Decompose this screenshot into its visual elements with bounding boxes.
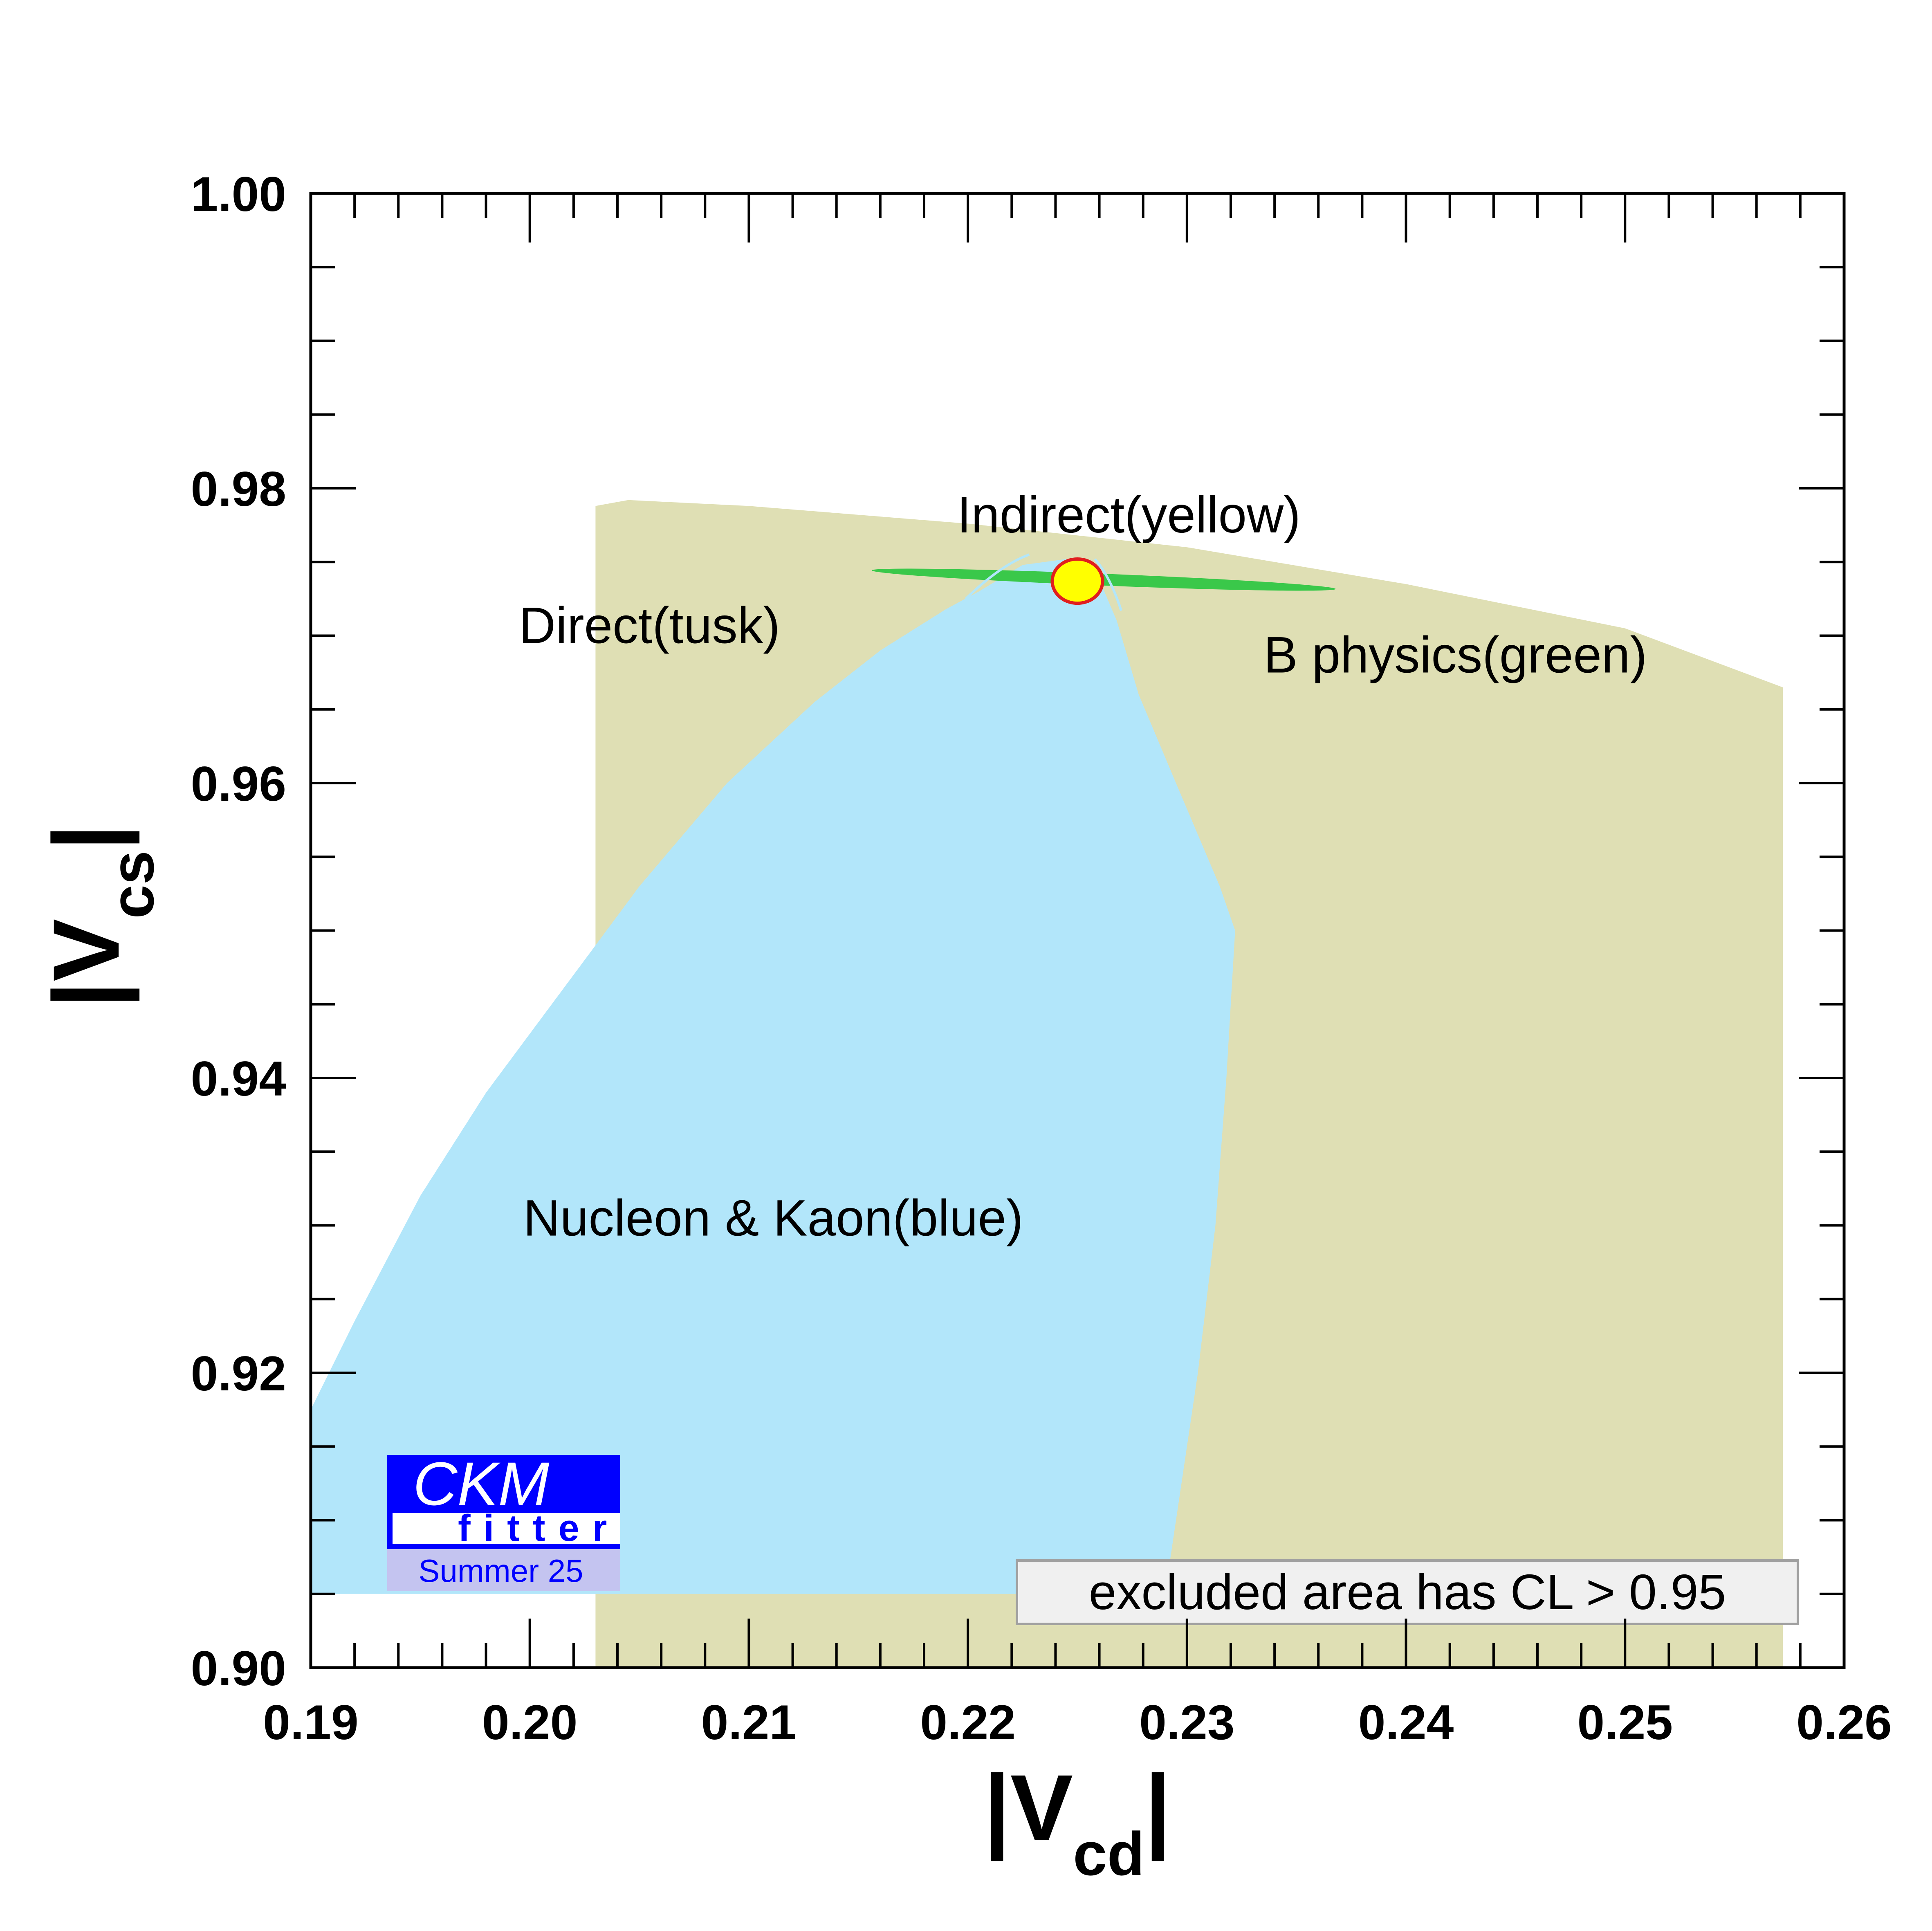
- x-tick-label: 0.21: [701, 1695, 797, 1750]
- x-tick-label: 0.26: [1796, 1695, 1892, 1750]
- nucleon-kaon-contour-crossing: [965, 553, 1122, 611]
- logo-lavender-band: [387, 1549, 620, 1591]
- axis-titles: |Vcd| |Vcs|: [34, 824, 1171, 1888]
- x-tick-label: 0.22: [920, 1695, 1016, 1750]
- x-tick-label: 0.19: [263, 1695, 359, 1750]
- x-tick-label: 0.25: [1577, 1695, 1673, 1750]
- region-annotations: Indirect(yellow) Direct(tusk) B physics(gr…: [519, 487, 1647, 1247]
- annotation-nucleon-kaon-blue: Nucleon & Kaon(blue): [523, 1190, 1023, 1247]
- logo-season-text: Summer 25: [418, 1553, 583, 1589]
- x-tick-label: 0.20: [482, 1695, 578, 1750]
- y-tick-label: 1.00: [191, 167, 286, 222]
- y-tick-label: 0.90: [191, 1641, 286, 1696]
- cl-note-background: [1016, 1559, 1799, 1625]
- logo-ckm-text: CKM: [413, 1449, 549, 1518]
- axis-tick-labels: 0.19 0.20 0.21 0.22 0.23 0.24 0.25 0.26 0.90 0.92…: [191, 167, 1892, 1750]
- confidence-regions: [311, 500, 1783, 1668]
- y-tick-label: 0.98: [191, 462, 286, 516]
- y-axis-title: |Vcs|: [34, 824, 166, 1008]
- annotation-indirect-yellow: Indirect(yellow): [957, 487, 1301, 543]
- indirect-yellow-region: [1050, 557, 1104, 605]
- annotation-direct-tusk: Direct(tusk): [519, 597, 780, 654]
- x-axis-title: |Vcd|: [984, 1755, 1171, 1888]
- cl-note-box: excluded area has CL > 0.95: [1016, 1559, 1799, 1625]
- y-tick-label: 0.96: [191, 757, 286, 811]
- x-tick-label: 0.23: [1139, 1695, 1235, 1750]
- cl-note-text: excluded area has CL > 0.95: [1089, 1564, 1726, 1620]
- x-tick-label: 0.24: [1358, 1695, 1454, 1750]
- logo-fitter-text: fitter: [458, 1507, 620, 1549]
- logo-white-band: [393, 1513, 620, 1544]
- y-tick-label: 0.94: [191, 1051, 286, 1106]
- axis-ticks: [310, 192, 1845, 1669]
- annotation-b-physics-green: B physics(green): [1263, 627, 1647, 684]
- y-tick-label: 0.92: [191, 1346, 286, 1401]
- nucleon-kaon-blue-region: [311, 559, 1235, 1594]
